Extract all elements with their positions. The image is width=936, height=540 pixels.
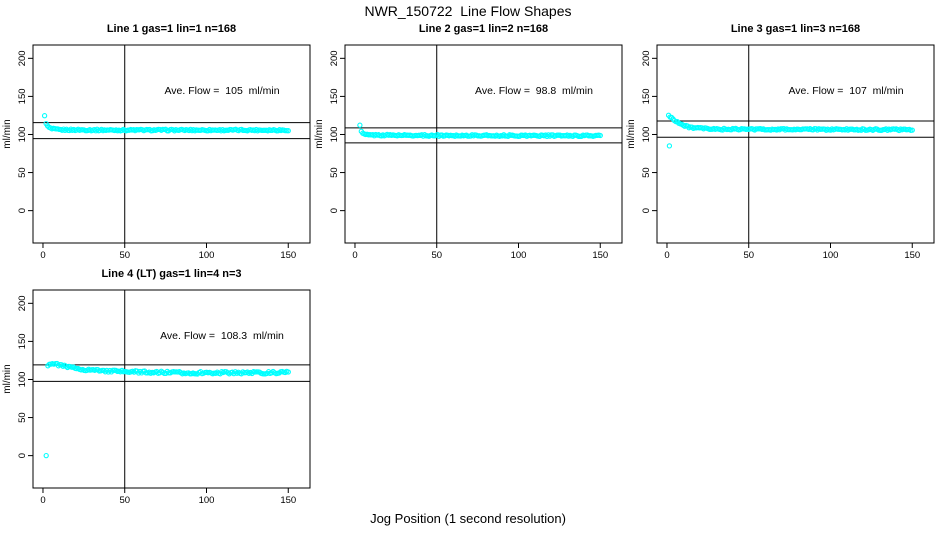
x-tick-label: 150 bbox=[280, 250, 296, 261]
outlier-point bbox=[666, 143, 673, 149]
data-point bbox=[909, 127, 915, 133]
x-tick-label: 0 bbox=[664, 250, 669, 261]
y-tick-label: 150 bbox=[17, 333, 28, 349]
plot-box bbox=[656, 44, 935, 244]
y-tick-label: 200 bbox=[329, 50, 340, 66]
subplot-2: 0 50 100 150 200 0 50 100 150 bbox=[329, 44, 623, 261]
subplot-4: 0 50 100 150 200 0 50 100 150 bbox=[17, 289, 311, 506]
x-tick-label: 50 bbox=[119, 250, 130, 261]
x-tick-label: 100 bbox=[511, 250, 527, 261]
subplot2-title: Line 2 gas=1 lin=2 n=168 bbox=[418, 23, 549, 35]
subplot1-ylabel: ml/min bbox=[2, 119, 13, 149]
x-tick-label: 100 bbox=[199, 250, 215, 261]
data-point bbox=[597, 132, 603, 139]
x-tick-label: 100 bbox=[199, 495, 215, 506]
y-tick-label: 0 bbox=[329, 208, 340, 213]
data-points bbox=[43, 360, 291, 459]
data-point bbox=[41, 113, 48, 119]
subplot3-title: Line 3 gas=1 lin=3 n=168 bbox=[730, 23, 861, 35]
y-tick-label: 50 bbox=[641, 167, 652, 178]
figure-title: NWR_150722 Line Flow Shapes bbox=[364, 3, 572, 19]
data-point bbox=[357, 122, 363, 128]
x-tick-label: 50 bbox=[743, 250, 754, 261]
subplot-3: 0 50 100 150 200 0 50 100 150 bbox=[641, 44, 935, 261]
x-tick-label: 50 bbox=[431, 250, 442, 261]
y-tick-label: 150 bbox=[641, 88, 652, 104]
y-tick-label: 0 bbox=[17, 208, 28, 213]
subplot3-ylabel: ml/min bbox=[626, 119, 637, 149]
outlier-point bbox=[43, 452, 49, 459]
x-tick-label: 150 bbox=[280, 495, 296, 506]
x-tick-label: 150 bbox=[592, 250, 608, 261]
subplot4-title: Line 4 (LT) gas=1 lin=4 n=3 bbox=[101, 268, 242, 280]
subplot2-ave-flow-annotation: Ave. Flow = 98.8 ml/min bbox=[475, 85, 593, 97]
data-points bbox=[665, 112, 915, 149]
y-tick-label: 200 bbox=[17, 50, 28, 66]
y-tick-label: 100 bbox=[641, 127, 652, 143]
subplot4-ylabel: ml/min bbox=[2, 364, 13, 394]
y-tick-label: 100 bbox=[17, 127, 28, 143]
subplot3-ave-flow-annotation: Ave. Flow = 107 ml/min bbox=[788, 85, 904, 97]
y-tick-label: 200 bbox=[641, 50, 652, 66]
x-tick-label: 0 bbox=[40, 250, 45, 261]
y-tick-label: 50 bbox=[17, 167, 28, 178]
y-tick-label: 150 bbox=[17, 88, 28, 104]
subplot1-title: Line 1 gas=1 lin=1 n=168 bbox=[106, 23, 237, 35]
data-points bbox=[41, 113, 291, 134]
plot-box bbox=[32, 289, 311, 489]
y-tick-label: 100 bbox=[17, 372, 28, 388]
y-tick-label: 200 bbox=[17, 295, 28, 311]
y-tick-label: 100 bbox=[329, 127, 340, 143]
y-tick-label: 50 bbox=[329, 167, 340, 178]
subplot1-ave-flow-annotation: Ave. Flow = 105 ml/min bbox=[164, 85, 280, 97]
subplot4-ave-flow-annotation: Ave. Flow = 108.3 ml/min bbox=[160, 330, 284, 342]
y-tick-label: 50 bbox=[17, 412, 28, 423]
data-point bbox=[285, 128, 291, 134]
x-tick-label: 100 bbox=[823, 250, 839, 261]
y-tick-label: 0 bbox=[17, 453, 28, 458]
data-point bbox=[285, 369, 291, 375]
shared-xlabel: Jog Position (1 second resolution) bbox=[370, 511, 566, 526]
plot-box bbox=[32, 44, 311, 244]
subplot2-ylabel: ml/min bbox=[314, 119, 325, 149]
x-tick-label: 0 bbox=[40, 495, 45, 506]
subplot-1: 0 50 100 150 200 0 50 100 150 bbox=[17, 44, 311, 261]
plot-box bbox=[344, 44, 623, 244]
x-tick-label: 50 bbox=[119, 495, 130, 506]
y-tick-label: 0 bbox=[641, 208, 652, 213]
y-tick-label: 150 bbox=[329, 88, 340, 104]
x-tick-label: 150 bbox=[904, 250, 920, 261]
x-tick-label: 0 bbox=[352, 250, 357, 261]
data-points bbox=[357, 122, 603, 140]
